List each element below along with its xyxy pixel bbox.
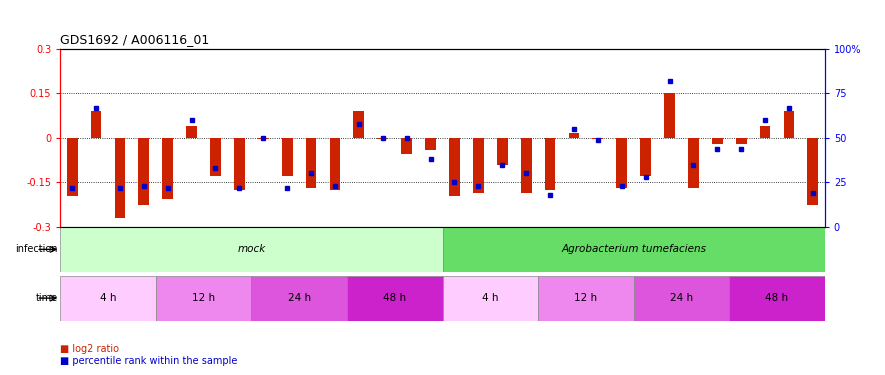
Bar (60, 227, 442, 272)
Bar (305, 138, 317, 188)
Text: infection: infection (15, 244, 58, 254)
Bar (759, 126, 771, 138)
Bar (729, 276, 825, 321)
Bar (442, 276, 538, 321)
Bar (807, 138, 819, 205)
Bar (688, 138, 699, 188)
Text: ■ log2 ratio: ■ log2 ratio (60, 344, 119, 354)
Bar (712, 138, 723, 144)
Text: 24 h: 24 h (288, 293, 311, 303)
Bar (90, 111, 102, 138)
Bar (640, 138, 651, 176)
Text: 4 h: 4 h (482, 293, 498, 303)
Bar (538, 276, 634, 321)
Text: mock: mock (237, 244, 266, 254)
Bar (347, 276, 442, 321)
Bar (210, 138, 221, 176)
Bar (544, 138, 556, 190)
Bar (138, 138, 150, 205)
Bar (616, 138, 627, 188)
Text: 12 h: 12 h (574, 293, 597, 303)
Bar (634, 276, 729, 321)
Bar (281, 138, 293, 176)
Bar (520, 138, 532, 193)
Bar (568, 134, 580, 138)
Bar (442, 227, 825, 272)
Text: time: time (35, 293, 58, 303)
Text: 24 h: 24 h (670, 293, 693, 303)
Bar (449, 138, 460, 196)
Bar (66, 138, 78, 196)
Bar (162, 138, 173, 199)
Text: GDS1692 / A006116_01: GDS1692 / A006116_01 (60, 33, 210, 46)
Text: Agrobacterium tumefaciens: Agrobacterium tumefaciens (561, 244, 706, 254)
Bar (401, 138, 412, 154)
Text: 12 h: 12 h (192, 293, 215, 303)
Bar (329, 138, 341, 190)
Bar (783, 111, 795, 138)
Bar (377, 138, 389, 139)
Bar (353, 111, 365, 138)
Bar (425, 138, 436, 150)
Bar (60, 276, 156, 321)
Text: ■ percentile rank within the sample: ■ percentile rank within the sample (60, 356, 237, 366)
Bar (592, 138, 604, 139)
Text: 48 h: 48 h (766, 293, 789, 303)
Bar (114, 138, 126, 218)
Bar (156, 276, 251, 321)
Bar (473, 138, 484, 193)
Bar (496, 138, 508, 165)
Bar (735, 138, 747, 144)
Bar (664, 93, 675, 138)
Text: 4 h: 4 h (100, 293, 116, 303)
Text: 48 h: 48 h (383, 293, 406, 303)
Bar (234, 138, 245, 190)
Bar (251, 276, 347, 321)
Bar (186, 126, 197, 138)
Bar (258, 138, 269, 139)
